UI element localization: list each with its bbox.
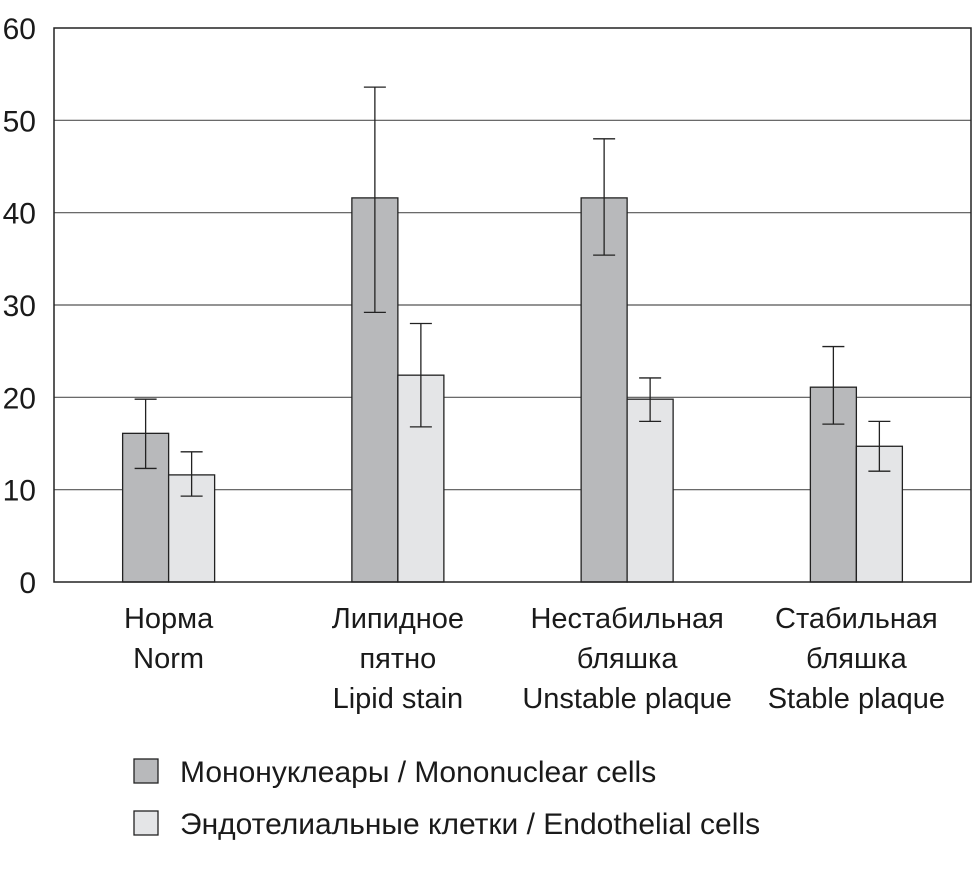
y-tick-label: 60 xyxy=(3,13,36,46)
bar xyxy=(626,398,674,583)
x-category-label: Норма xyxy=(124,603,214,635)
x-category-label: Стабильная xyxy=(775,603,938,635)
legend-label: Мононуклеары / Mononuclear cells xyxy=(180,756,656,789)
x-category-label: пятно xyxy=(359,643,436,675)
y-tick-label: 20 xyxy=(3,382,36,415)
bars xyxy=(121,197,904,583)
legend-label: Эндотелиальные клетки / Endothelial cell… xyxy=(180,808,760,841)
legend: Мононуклеары / Mononuclear cells Эндотели… xyxy=(133,756,760,841)
y-tick-label: 40 xyxy=(3,198,36,231)
x-category-label: Lipid stain xyxy=(333,683,464,715)
y-tick-label: 50 xyxy=(3,105,36,138)
x-category-label: Липидное xyxy=(332,603,464,635)
x-category-label: бляшка xyxy=(806,643,908,675)
y-tick-label: 0 xyxy=(19,567,36,600)
x-axis-category-labels: Норма Norm Липидное пятно Lipid stain Нестаби… xyxy=(124,603,945,715)
legend-swatch xyxy=(133,758,159,784)
x-category-label: Stable plaque xyxy=(768,683,945,715)
y-tick-label: 30 xyxy=(3,290,36,323)
x-category-label: бляшка xyxy=(577,643,679,675)
y-axis-tick-labels: 0 10 20 30 40 50 60 xyxy=(3,13,36,600)
x-category-label: Norm xyxy=(133,643,204,675)
x-category-label: Нестабильная xyxy=(530,603,723,635)
plot-area-frame xyxy=(53,27,972,583)
legend-swatch xyxy=(133,810,159,836)
y-tick-label: 10 xyxy=(3,475,36,508)
x-category-label: Unstable plaque xyxy=(522,683,732,715)
error-bars xyxy=(134,86,891,497)
